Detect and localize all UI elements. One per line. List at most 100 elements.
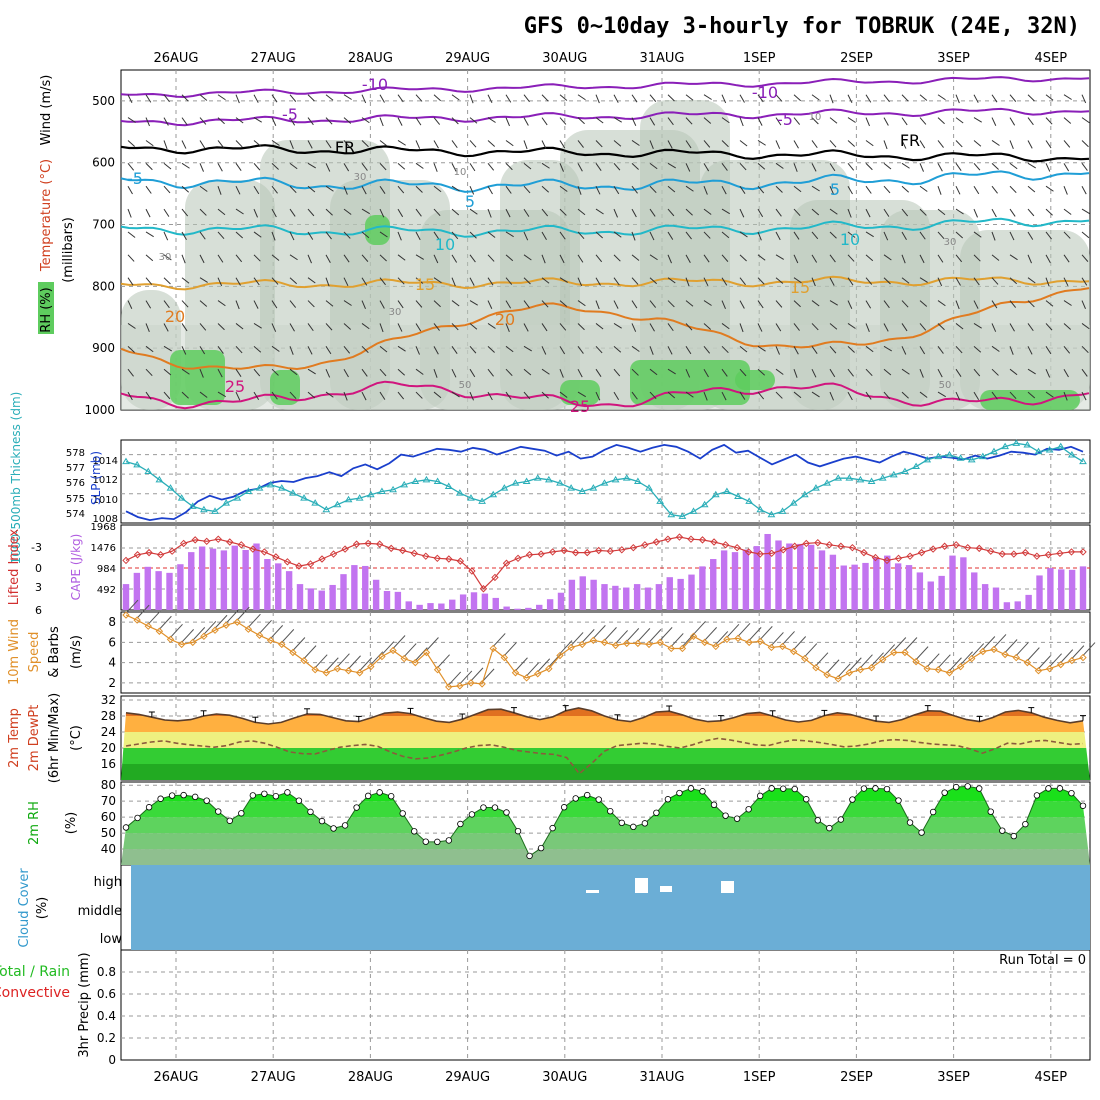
wind-barb	[703, 277, 709, 287]
contour-label: 20	[495, 310, 515, 329]
rh-band	[121, 801, 1090, 818]
wind-barb	[667, 391, 676, 399]
lifted-index-point	[191, 536, 199, 544]
lifted-index-point	[133, 551, 142, 559]
wind-barb	[127, 163, 135, 171]
wind-barb	[1045, 185, 1054, 192]
lifted-index-point	[837, 542, 845, 550]
wind-barb-10m	[370, 651, 384, 666]
rh-point	[1056, 785, 1064, 792]
wind-barb	[595, 231, 604, 239]
wind-barb	[901, 254, 906, 264]
lifted-index-point	[179, 539, 188, 548]
wind-barb	[325, 323, 333, 331]
wind-barb	[829, 277, 835, 286]
wind-speed-point	[578, 640, 586, 649]
wind-barb-10m	[771, 632, 784, 646]
wind-barb	[1045, 368, 1051, 378]
wind-barb	[631, 162, 639, 170]
wind-barb-10m	[626, 628, 640, 642]
wind-barb	[217, 140, 224, 148]
cloud-gap	[586, 890, 599, 893]
wind-barb	[775, 162, 784, 169]
wind-barb	[163, 345, 172, 352]
wind-barb	[127, 140, 136, 147]
wind-barb-10m	[949, 657, 962, 672]
wind-barb	[937, 254, 944, 263]
wind-barb	[901, 231, 907, 241]
wind-speed-point	[333, 664, 342, 673]
wind-barb	[829, 94, 834, 104]
thickness-point	[433, 477, 442, 484]
wind-barb	[865, 277, 873, 285]
wind-barb	[901, 346, 907, 355]
wind-barb	[955, 323, 964, 330]
wind-barb	[883, 300, 890, 309]
thickness-point	[389, 485, 397, 493]
wind-barb	[1063, 254, 1070, 263]
lifted-tick: 6	[35, 604, 42, 617]
wind-barb	[631, 300, 638, 309]
wind-barb	[883, 345, 892, 352]
wind-barb	[505, 323, 510, 332]
wind-barb	[145, 368, 153, 377]
wind-barb-10m	[782, 631, 795, 645]
wind-barb	[217, 186, 222, 195]
wind-barb	[1027, 323, 1034, 332]
wind-speed-point	[489, 644, 497, 653]
wind-speed-point	[233, 618, 241, 626]
wind-barb	[181, 391, 189, 399]
thickness-point	[411, 477, 420, 484]
cape-tick: 984	[97, 564, 116, 575]
wind-barb	[1063, 323, 1072, 330]
wind-barb	[811, 391, 820, 398]
wind-barb	[865, 368, 873, 377]
wind-barb	[415, 277, 424, 284]
cape-bar	[829, 554, 837, 610]
wind-barb	[343, 94, 352, 100]
thickness-point	[756, 505, 765, 513]
wind-barb	[973, 185, 980, 195]
wind-barb	[613, 231, 622, 238]
thickness-point	[489, 490, 498, 498]
cape-bar	[786, 543, 793, 610]
wind-barb	[343, 117, 352, 124]
wind-barb	[649, 231, 655, 241]
wind-barb	[613, 254, 621, 262]
rh-point	[203, 797, 210, 804]
wind-barb	[649, 94, 657, 102]
lifted-index-point	[156, 551, 165, 559]
wind-barb	[667, 277, 676, 284]
wind-barb	[595, 345, 603, 354]
wind-barb	[721, 94, 727, 104]
wind-barb	[991, 162, 999, 170]
wind-barb-10m	[459, 670, 473, 685]
wind-barb	[1027, 391, 1036, 399]
wind-speed-point	[278, 640, 286, 649]
wind-barb	[289, 300, 297, 308]
wind-barb	[361, 185, 367, 195]
wind-barb	[955, 117, 964, 124]
wind-barb	[289, 277, 298, 285]
wind-barb	[595, 323, 604, 330]
rh-point	[341, 822, 349, 829]
wind-barb	[793, 300, 801, 308]
wind-barb-10m	[236, 606, 250, 621]
wind-barb	[541, 231, 547, 241]
wind-barb	[577, 391, 586, 398]
wind-barb	[235, 391, 241, 401]
wind-barb	[937, 163, 943, 172]
rh-point	[157, 795, 164, 802]
wind-barb	[235, 368, 242, 377]
wind-barb	[1063, 140, 1071, 148]
wind-barb	[811, 140, 818, 149]
thickness-point	[266, 480, 275, 488]
wind-barb	[415, 117, 422, 126]
lifted-index-point	[1044, 551, 1053, 559]
wind-barb	[469, 368, 476, 378]
wind-barb	[937, 391, 946, 398]
wind-speed-point	[645, 640, 653, 649]
wind-speed-point	[311, 666, 319, 674]
wind-barb	[901, 94, 909, 102]
wind-barb	[379, 391, 386, 400]
